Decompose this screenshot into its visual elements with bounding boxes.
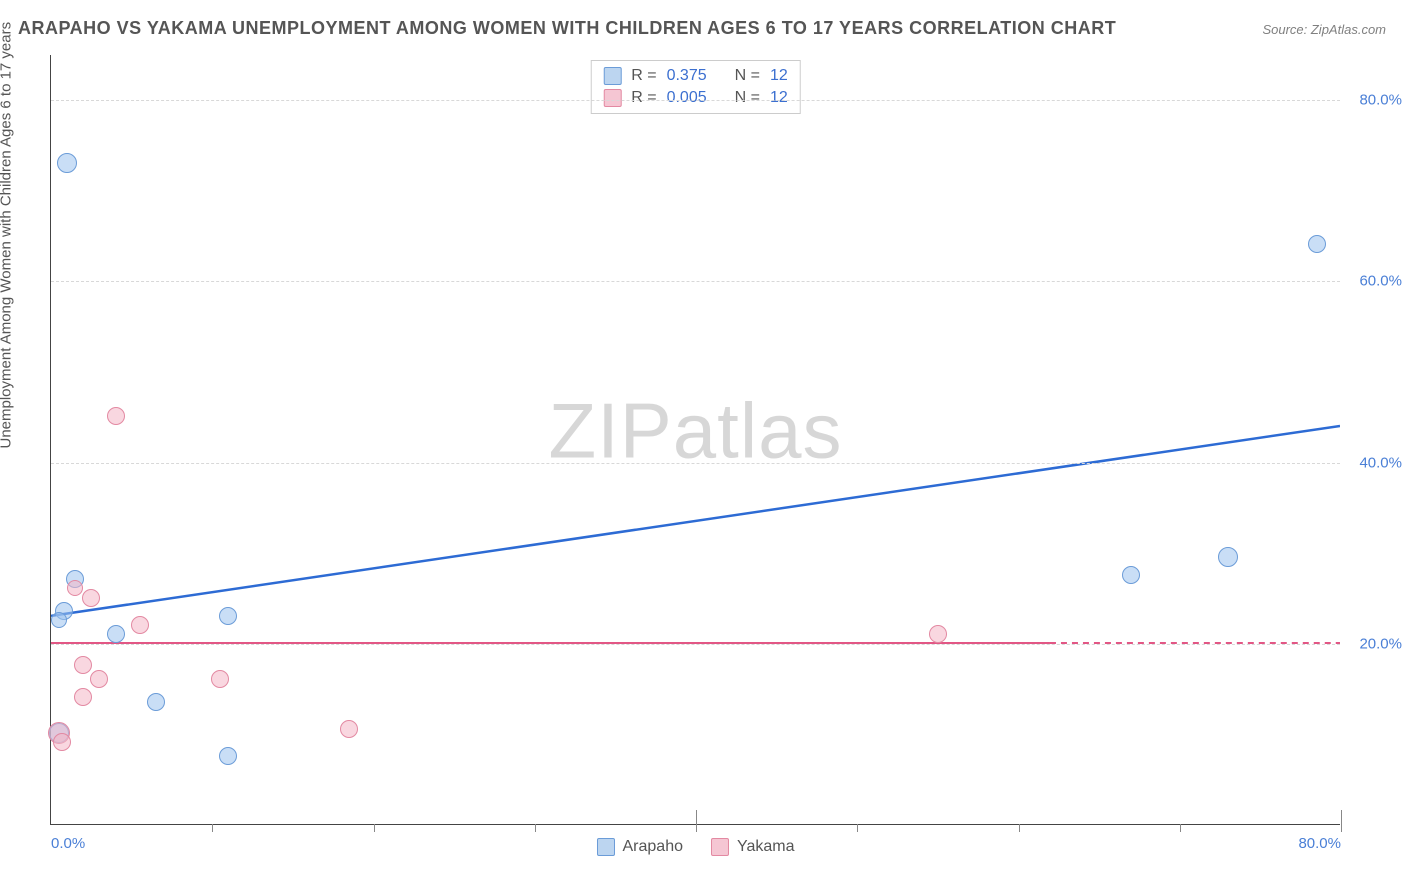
r-value-yakama: 0.005 [667, 89, 707, 107]
data-point-yakama [211, 670, 229, 688]
data-point-arapaho [57, 153, 77, 173]
legend-series: Arapaho Yakama [596, 838, 794, 856]
data-point-yakama [67, 580, 83, 596]
n-value-yakama: 12 [770, 89, 788, 107]
x-tick [696, 824, 697, 832]
y-tick-label: 60.0% [1359, 273, 1402, 290]
source-attribution: Source: ZipAtlas.com [1262, 22, 1386, 37]
plot-area: ZIPatlas R = 0.375 N = 12 R = 0.005 N = … [50, 55, 1340, 825]
x-tick-label: 0.0% [51, 835, 85, 852]
gridline-v [696, 810, 697, 824]
x-tick [1019, 824, 1020, 832]
swatch-blue-icon [596, 838, 614, 856]
legend-label-arapaho: Arapaho [622, 838, 683, 856]
gridline-v [1341, 810, 1342, 824]
data-point-yakama [82, 589, 100, 607]
x-tick-label: 80.0% [1298, 835, 1341, 852]
data-point-arapaho [147, 693, 165, 711]
data-point-arapaho [219, 747, 237, 765]
legend-correlation: R = 0.375 N = 12 R = 0.005 N = 12 [590, 60, 801, 114]
swatch-pink-icon [603, 89, 621, 107]
legend-item-arapaho: Arapaho [596, 838, 683, 856]
data-point-arapaho [219, 607, 237, 625]
gridline-h [51, 463, 1340, 464]
x-tick [212, 824, 213, 832]
data-point-yakama [107, 407, 125, 425]
trend-lines [51, 55, 1340, 824]
data-point-yakama [340, 720, 358, 738]
data-point-arapaho [107, 625, 125, 643]
swatch-blue-icon [603, 67, 621, 85]
y-tick-label: 20.0% [1359, 635, 1402, 652]
n-label: N = [735, 89, 760, 107]
x-tick [374, 824, 375, 832]
n-label: N = [735, 67, 760, 85]
data-point-yakama [74, 688, 92, 706]
r-label: R = [631, 67, 656, 85]
y-tick-label: 80.0% [1359, 92, 1402, 109]
legend-row-yakama: R = 0.005 N = 12 [603, 87, 788, 109]
trend-line [51, 426, 1340, 616]
chart-title: ARAPAHO VS YAKAMA UNEMPLOYMENT AMONG WOM… [18, 18, 1116, 39]
x-tick [1180, 824, 1181, 832]
swatch-pink-icon [711, 838, 729, 856]
chart-container: ARAPAHO VS YAKAMA UNEMPLOYMENT AMONG WOM… [0, 0, 1406, 892]
data-point-arapaho [1308, 235, 1326, 253]
gridline-h [51, 100, 1340, 101]
data-point-arapaho [51, 612, 67, 628]
y-axis-label: Unemployment Among Women with Children A… [0, 22, 15, 449]
r-label: R = [631, 89, 656, 107]
watermark-part1: ZIP [548, 386, 672, 474]
data-point-arapaho [1218, 547, 1238, 567]
data-point-yakama [53, 733, 71, 751]
y-tick-label: 40.0% [1359, 454, 1402, 471]
legend-item-yakama: Yakama [711, 838, 795, 856]
gridline-h [51, 644, 1340, 645]
data-point-yakama [90, 670, 108, 688]
legend-row-arapaho: R = 0.375 N = 12 [603, 65, 788, 87]
data-point-yakama [929, 625, 947, 643]
legend-label-yakama: Yakama [737, 838, 795, 856]
data-point-arapaho [1122, 566, 1140, 584]
x-tick [535, 824, 536, 832]
x-tick [1341, 824, 1342, 832]
gridline-h [51, 281, 1340, 282]
data-point-yakama [74, 656, 92, 674]
data-point-yakama [131, 616, 149, 634]
x-tick [857, 824, 858, 832]
watermark-part2: atlas [673, 386, 843, 474]
n-value-arapaho: 12 [770, 67, 788, 85]
r-value-arapaho: 0.375 [667, 67, 707, 85]
